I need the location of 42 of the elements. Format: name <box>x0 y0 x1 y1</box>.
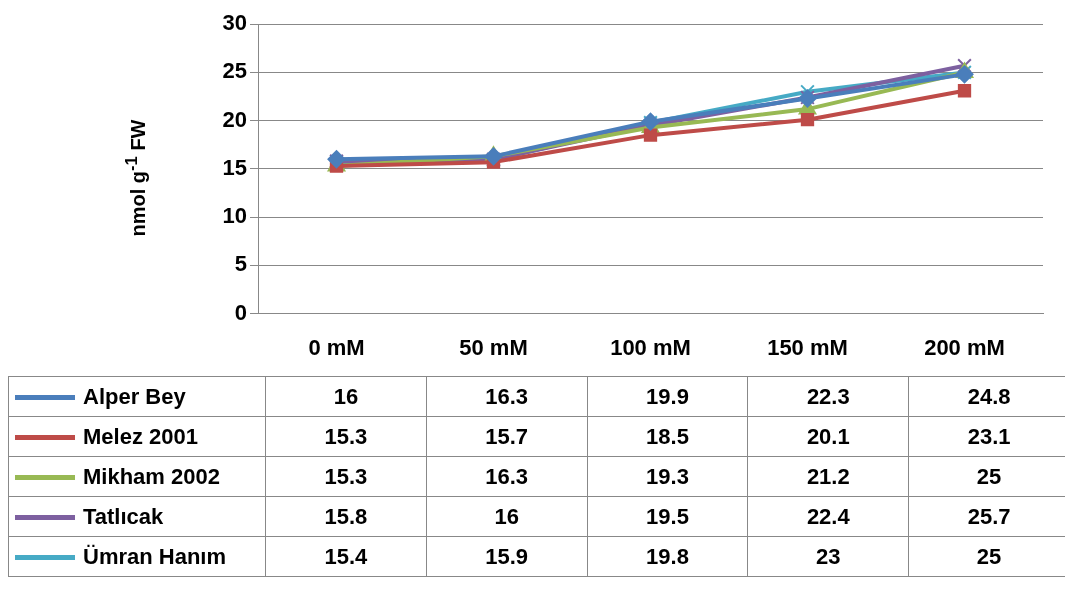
data-label: 15.9 <box>426 536 588 577</box>
x-tick-label: 100 mM <box>610 334 691 360</box>
data-label: 20.1 <box>747 416 909 457</box>
data-label: 19.5 <box>587 496 748 537</box>
x-tick-label: 150 mM <box>767 334 848 360</box>
data-label: 19.3 <box>587 456 748 497</box>
data-label: 19.9 <box>587 376 748 417</box>
data-label: 21.2 <box>747 456 909 497</box>
data-label: 23.1 <box>908 416 1065 457</box>
y-tick-label: 0 <box>234 299 247 325</box>
legend-label: Tatlıcak <box>83 503 164 529</box>
legend-label: Alper Bey <box>83 383 186 409</box>
data-label: 24.8 <box>908 376 1065 417</box>
legend-label: Mikham 2002 <box>83 463 220 489</box>
x-tick-label: 0 mM <box>308 334 365 360</box>
data-label: 18.5 <box>587 416 748 457</box>
x-tick-label: 200 mM <box>924 334 1005 360</box>
x-tick-label: 50 mM <box>459 334 528 360</box>
data-label: 23 <box>747 536 909 577</box>
data-label: 22.4 <box>747 496 909 537</box>
y-tick-label: 15 <box>222 154 247 180</box>
data-label: 22.3 <box>747 376 909 417</box>
data-label: 16.3 <box>426 376 588 417</box>
legend-label: Ümran Hanım <box>83 543 227 569</box>
data-label: 15.8 <box>265 496 427 537</box>
data-label: 15.7 <box>426 416 588 457</box>
data-label: 15.3 <box>265 416 427 457</box>
data-label: 25 <box>908 536 1065 577</box>
data-label: 15.4 <box>265 536 427 577</box>
y-tick-label: 25 <box>222 58 247 84</box>
data-label: 15.3 <box>265 456 427 497</box>
legend-label: Melez 2001 <box>83 423 198 449</box>
y-tick-label: 30 <box>222 10 247 36</box>
data-label: 25 <box>908 456 1065 497</box>
data-label: 16 <box>426 496 588 537</box>
data-label: 19.8 <box>587 536 748 577</box>
data-label: 16 <box>265 376 427 417</box>
y-tick-label: 20 <box>222 106 247 132</box>
y-tick-label: 10 <box>222 203 247 229</box>
data-label: 25.7 <box>908 496 1065 537</box>
data-label: 16.3 <box>426 456 588 497</box>
y-tick-label: 5 <box>234 251 247 277</box>
